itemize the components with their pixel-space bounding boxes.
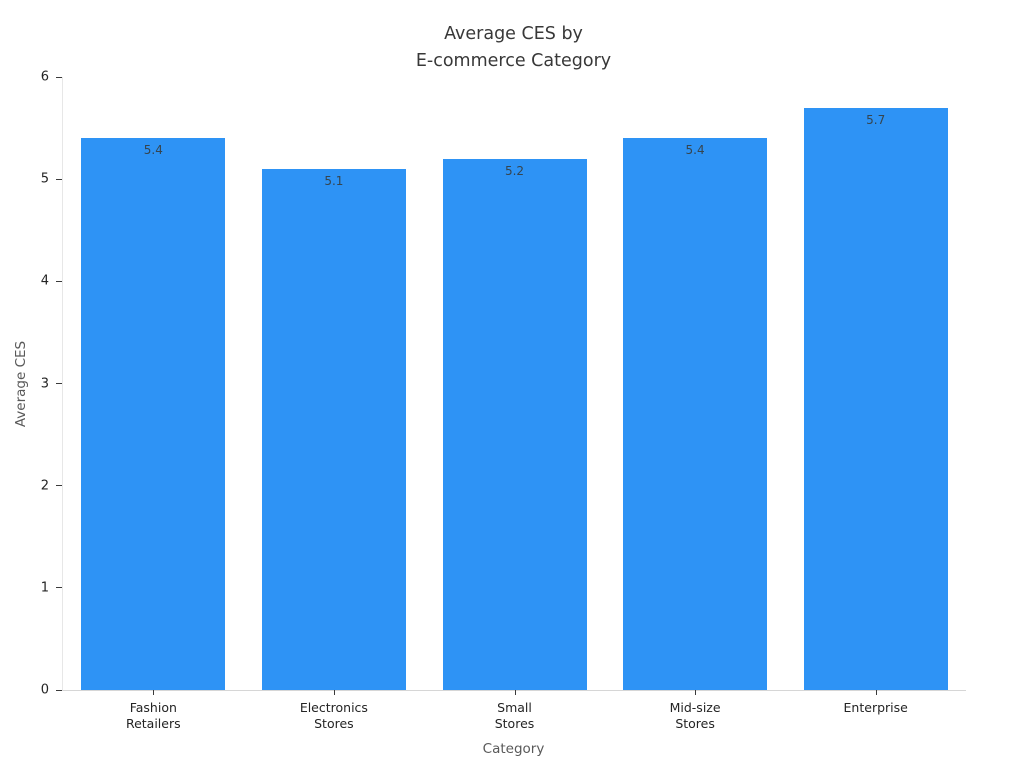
chart-title-line-1: Average CES by: [444, 24, 583, 44]
x-tick-mark: [695, 690, 697, 695]
x-tick-label-line: Fashion: [129, 700, 177, 715]
x-tick-label: Small Stores: [430, 700, 600, 732]
y-tick-mark: [56, 383, 62, 384]
y-tick-label: 1: [40, 580, 49, 596]
x-tick-label: Electronics Stores: [249, 700, 419, 732]
bar-value-label: 5.7: [866, 112, 886, 127]
y-tick-mark: [56, 587, 62, 589]
x-tick-label-line: Stores: [314, 716, 354, 731]
bar-value-label: 5.4: [685, 143, 705, 158]
x-tick-label-line: Stores: [494, 716, 535, 731]
y-tick-label: 2: [40, 478, 49, 494]
y-tick-label: 5: [40, 171, 49, 187]
x-tick-mark: [875, 690, 877, 695]
y-tick-label: 0: [40, 682, 49, 698]
bar: 5.4: [623, 138, 768, 690]
bar: 5.7: [803, 107, 948, 690]
x-tick-mark: [514, 690, 516, 695]
chart-title: Average CES by E-commerce Category: [0, 21, 1024, 75]
bar-value-label: 5.4: [143, 143, 163, 158]
x-tick-label: Mid-size Stores: [610, 700, 780, 732]
x-tick-label: Fashion Retailers: [68, 700, 238, 732]
y-tick-label: 4: [40, 273, 49, 289]
y-tick-label: 3: [40, 376, 49, 391]
x-tick-label-line: Enterprise: [843, 700, 908, 715]
y-tick-label: 6: [40, 69, 49, 85]
plot-area: 0 1 2 3 4 5 6 5.4 Fashion Retailers 5.1 Electronics…: [41, 70, 966, 731]
y-tick-mark: [56, 178, 62, 180]
chart-title-line-2: E-commerce Category: [415, 51, 612, 71]
y-tick-mark: [56, 76, 62, 78]
x-tick-label-line: Mid-size: [669, 700, 721, 715]
y-tick-mark: [56, 689, 62, 691]
x-tick-mark: [333, 690, 335, 695]
bar: 5.4: [81, 138, 226, 690]
x-axis-title: Category: [482, 741, 545, 757]
x-tick-mark: [153, 690, 155, 695]
y-tick-mark: [56, 485, 62, 487]
x-tick-label-line: Stores: [675, 716, 715, 731]
x-tick-label-line: Retailers: [125, 716, 181, 731]
bar: 5.2: [442, 158, 587, 690]
bar-value-label: 5.1: [324, 173, 344, 188]
x-tick-label: Enterprise: [791, 700, 961, 716]
bar-value-label: 5.2: [504, 163, 525, 178]
x-tick-label-line: Small: [497, 700, 532, 715]
x-tick-label-line: Electronics: [299, 700, 368, 715]
y-tick-mark: [56, 280, 62, 282]
bar: 5.1: [261, 168, 406, 690]
